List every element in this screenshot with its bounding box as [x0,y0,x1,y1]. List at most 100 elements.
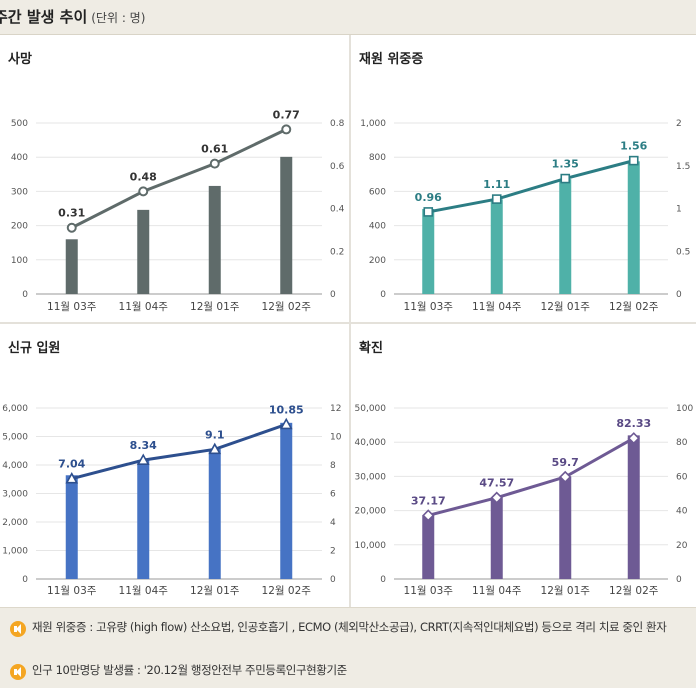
right-axis-tick-label: 80 [676,438,688,448]
bar [559,179,572,294]
chart-panel-deaths: 사망 0 100 200 300 400 500 0 0.2 0.4 0.6 0.8 0.31 0.48 0… [0,35,349,322]
right-axis-tick-label: 0 [330,290,336,300]
category-label: 11월 03주 [47,301,97,313]
right-axis-tick-label: 60 [676,472,688,482]
left-axis-tick-label: 2,000 [2,518,28,528]
note-item: 인구 10만명당 발생률 : '20.12월 행정안전부 주민등록인구현황기준 [10,662,692,680]
rate-point [281,124,292,135]
data-label: 0.31 [58,207,85,220]
left-axis-tick-label: 5,000 [2,433,28,443]
category-label: 11월 03주 [404,585,454,597]
right-axis-tick-label: 100 [676,404,693,414]
rate-point [208,442,222,455]
chart-panel-severe: 재원 위중증 0 200 400 600 800 1,000 0 0.5 1 1.5 2 0.96 1.1… [351,35,696,322]
speaker-icon [10,664,26,680]
right-axis-tick-label: 0.8 [330,119,345,129]
bar [65,475,78,579]
right-axis-tick-label: 0 [330,575,336,585]
rate-point [628,155,639,166]
category-label: 11월 03주 [404,301,454,313]
right-axis-tick-label: 0 [676,290,682,300]
chart-title: 확진 [359,340,383,356]
left-axis-tick-label: 400 [11,153,28,163]
bar [627,161,640,294]
page-unit: (단위 : 명) [91,11,146,25]
right-axis-tick-label: 1.5 [676,162,690,172]
category-label: 12월 01주 [190,585,240,597]
left-axis-tick-label: 200 [369,256,386,266]
bar [422,515,435,579]
rate-point [65,472,79,484]
left-axis-tick-label: 1,000 [2,547,28,557]
note-text-rate-basis: 인구 10만명당 발생률 : '20.12월 행정안전부 주민등록인구현황기준 [32,663,347,677]
right-axis-tick-label: 20 [676,541,688,551]
data-label: 0.96 [415,191,442,204]
chart-title: 신규 입원 [8,341,60,356]
left-axis-tick-label: 3,000 [2,490,28,500]
left-axis-tick-label: 0 [380,575,386,585]
rate-point [209,158,220,169]
rate-point [491,194,502,204]
bar [208,185,221,294]
data-label: 82.33 [616,417,651,430]
right-axis-tick-label: 4 [330,518,336,528]
note-item: 재원 위중증 : 고유량 (high flow) 산소요법, 인공호흡기 , E… [10,619,692,637]
page-header: 주간 발생 추이 (단위 : 명) [0,0,696,35]
page-title-text: 주간 발생 추이 [0,8,88,26]
right-axis-tick-label: 2 [676,119,682,129]
category-label: 12월 01주 [190,301,240,313]
category-label: 11월 03주 [47,585,97,597]
left-axis-tick-label: 20,000 [355,507,387,517]
data-label: 1.11 [483,178,510,191]
rate-point [490,491,503,504]
chart-deaths: 사망 0 100 200 300 400 500 0 0.2 0.4 0.6 0.8 0.31 0.48 0… [8,51,345,313]
chart-grid: 사망 0 100 200 300 400 500 0 0.2 0.4 0.6 0.8 0.31 0.48 0… [0,35,696,607]
bar [422,209,435,294]
left-axis-tick-label: 1,000 [360,119,386,129]
left-axis-tick-label: 0 [22,575,28,585]
rate-point [423,207,434,217]
right-axis-tick-label: 0 [676,575,682,585]
right-axis-tick-label: 0.2 [330,247,344,257]
chart-panel-admissions: 신규 입원 0 1,000 2,000 3,000 4,000 5,000 6,000 0 2 4 6… [0,324,349,607]
grid-divider-horizontal [0,322,696,324]
left-axis-tick-label: 300 [11,187,28,197]
data-label: 7.04 [58,458,85,471]
data-label: 1.56 [620,140,647,153]
rate-point [627,432,640,445]
right-axis-tick-label: 1 [676,205,682,215]
left-axis-tick-label: 50,000 [355,404,387,414]
chart-title: 재원 위중증 [359,52,423,67]
left-axis-tick-label: 400 [369,222,386,232]
left-axis-tick-label: 0 [22,290,28,300]
category-label: 12월 02주 [262,585,312,597]
page-title: 주간 발생 추이 (단위 : 명) [0,6,145,27]
rate-line [71,422,287,481]
data-label: 10.85 [269,403,304,416]
right-axis-tick-label: 0.6 [330,162,345,172]
bar [559,476,572,579]
data-label: 37.17 [411,494,446,507]
bar [280,422,293,579]
rate-point [560,173,571,184]
bar [490,199,503,294]
category-label: 12월 02주 [262,301,312,313]
left-axis-tick-label: 600 [369,187,386,197]
chart-confirmed: 확진 0 10,000 20,000 30,000 40,000 50,000 0 20 40 60… [355,340,694,597]
left-axis-tick-label: 800 [369,153,386,163]
left-axis-tick-label: 40,000 [355,438,387,448]
data-label: 0.77 [273,108,300,121]
left-axis-tick-label: 10,000 [355,541,387,551]
rate-point [66,222,77,233]
bar [627,435,640,579]
category-label: 11월 04주 [472,301,522,313]
bar [490,497,503,579]
right-axis-tick-label: 8 [330,461,336,471]
bar [65,239,78,294]
right-axis-tick-label: 0.4 [330,205,345,215]
category-label: 11월 04주 [119,585,169,597]
bar [280,156,293,294]
left-axis-tick-label: 30,000 [355,472,387,482]
speaker-icon [10,621,26,637]
right-axis-tick-label: 40 [676,507,688,517]
